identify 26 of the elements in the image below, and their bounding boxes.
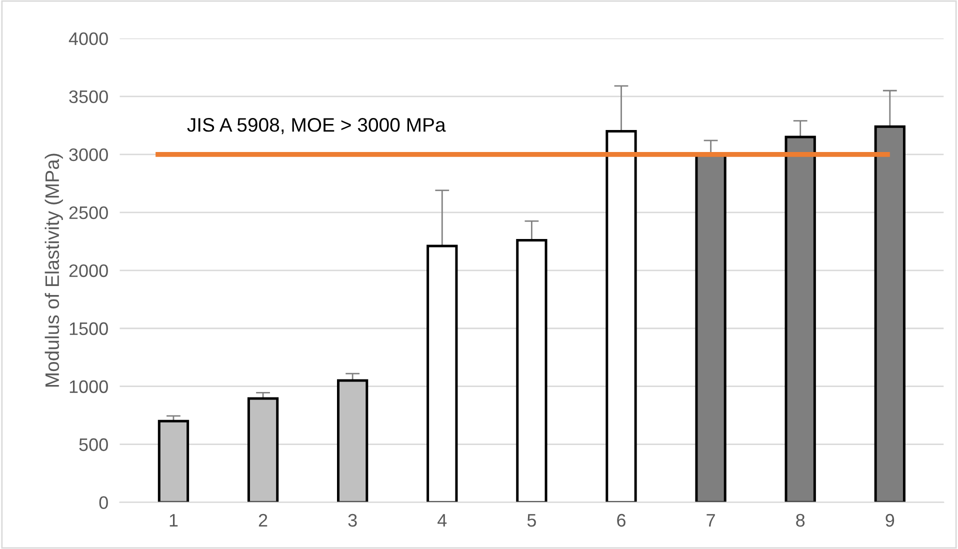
bar	[516, 238, 548, 502]
y-tick-label: 4000	[68, 32, 108, 46]
x-tick-label: 1	[170, 514, 178, 527]
y-tick-label: 1000	[70, 380, 108, 394]
bar	[606, 130, 637, 502]
x-tick-label: 2	[258, 514, 268, 527]
x-tick-label: 4	[438, 514, 447, 527]
y-tick-label: 2000	[69, 264, 108, 278]
x-tick-label: 5	[527, 514, 536, 527]
y-tick-label: 3000	[69, 148, 108, 162]
bar	[158, 420, 190, 502]
bar	[337, 379, 368, 502]
y-tick-label: 500	[79, 438, 108, 452]
y-tick-label: 2500	[69, 206, 108, 220]
bar	[247, 397, 279, 502]
bar	[426, 244, 458, 502]
ref-line-label: JIS A 5908, MOE > 3000 MPa	[187, 118, 446, 134]
y-tick-label: 0	[99, 496, 108, 510]
y-tick-label: 1500	[70, 322, 108, 336]
x-tick-label: 7	[706, 514, 715, 527]
x-tick-label: 6	[617, 514, 626, 527]
y-axis-title: Modulus of Elastivity (MPa)	[44, 154, 63, 387]
x-tick-label: 9	[886, 514, 894, 527]
x-tick-label: 3	[348, 514, 357, 527]
y-tick-label: 3500	[69, 90, 108, 104]
x-tick-label: 8	[796, 514, 805, 527]
